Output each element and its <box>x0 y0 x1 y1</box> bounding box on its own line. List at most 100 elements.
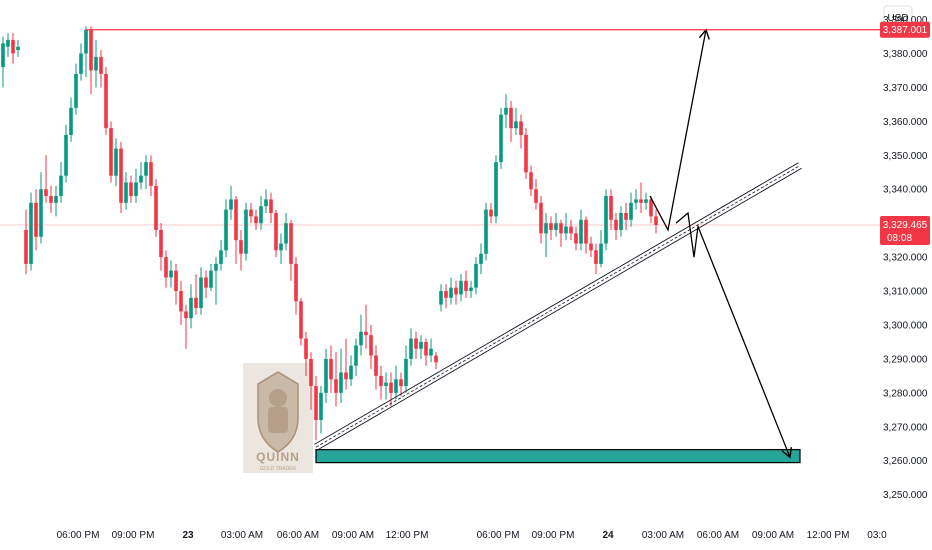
candle <box>299 297 303 346</box>
candle <box>11 33 15 64</box>
candle <box>16 39 20 57</box>
candle-body <box>29 202 33 264</box>
candle <box>489 202 493 224</box>
candle <box>634 189 638 210</box>
x-tick-label: 03:00 AM <box>642 530 684 541</box>
candle <box>509 101 513 142</box>
candle-body <box>144 162 148 176</box>
candle <box>49 185 53 213</box>
candle <box>199 267 203 315</box>
candle <box>249 202 253 224</box>
candle <box>579 209 583 251</box>
candle-body <box>219 250 223 264</box>
candle <box>174 263 178 305</box>
candle-body <box>619 212 623 230</box>
candle-body <box>414 338 418 349</box>
y-tick-label: 3,350.000 <box>883 151 928 162</box>
candle <box>69 97 73 142</box>
candle-body <box>84 29 88 54</box>
trendline-lower-edge <box>317 167 802 451</box>
candle <box>184 304 188 349</box>
candle <box>254 209 258 230</box>
candle-body <box>104 73 108 129</box>
candle-body <box>374 355 378 376</box>
candle <box>229 185 233 220</box>
candle-body <box>214 263 218 271</box>
x-tick-label: 03:00 AM <box>221 530 263 541</box>
candle-body <box>44 189 48 197</box>
candle-body <box>564 226 568 234</box>
candle-body <box>629 202 633 220</box>
candle <box>204 270 208 298</box>
y-tick-label: 3,360.000 <box>883 117 928 128</box>
candle <box>119 141 123 213</box>
y-tick-label: 3,380.000 <box>883 49 928 60</box>
candle-body <box>439 291 443 305</box>
y-tick-label: 3,280.000 <box>883 388 928 399</box>
candle <box>264 189 268 213</box>
candle <box>164 250 168 288</box>
candle <box>479 243 483 275</box>
candle-body <box>424 341 428 356</box>
y-tick-label: 3,310.000 <box>883 287 928 298</box>
y-tick-label: 3,390.000 <box>883 15 928 26</box>
candle <box>99 50 103 88</box>
candle-body <box>379 375 383 387</box>
y-tick-label: 3,270.000 <box>883 422 928 433</box>
candle <box>639 182 643 213</box>
candle <box>149 155 153 197</box>
candle <box>44 155 48 203</box>
candle-body <box>299 301 303 339</box>
x-tick-label: 06:00 AM <box>697 530 739 541</box>
candle <box>499 107 503 169</box>
candle-body <box>79 53 83 74</box>
candle <box>139 162 143 190</box>
candle-body <box>474 263 478 288</box>
candle-body <box>279 243 283 251</box>
candle-body <box>124 182 128 203</box>
candle-body <box>49 196 53 203</box>
candle-body <box>284 223 288 244</box>
candle <box>644 192 648 210</box>
candle <box>319 386 323 434</box>
candle <box>154 179 158 237</box>
candle-body <box>249 209 253 217</box>
candle <box>434 352 438 370</box>
candle <box>354 338 358 376</box>
candle-body <box>494 162 498 217</box>
candle-body <box>164 257 168 278</box>
candle-body <box>444 291 448 298</box>
candle <box>409 328 413 366</box>
candle-body <box>94 56 98 71</box>
candle <box>124 172 128 210</box>
candle-body <box>539 202 543 234</box>
svg-text:GOLD TRADER: GOLD TRADER <box>260 466 296 472</box>
candle <box>609 189 613 230</box>
candle-body <box>559 223 563 234</box>
projection-bearish <box>675 211 793 459</box>
candle <box>29 192 33 271</box>
candle-body <box>204 277 208 288</box>
price-axis[interactable]: USD 3,390.000 3,380.000 3,370.000 3,360.000… <box>880 0 932 520</box>
candle-body <box>89 29 93 71</box>
x-tick-label: 06:00 PM <box>477 530 520 541</box>
candle-body <box>264 199 268 207</box>
candle-body <box>524 134 528 173</box>
x-tick-label: 03:0 <box>867 530 887 541</box>
x-tick-label: 09:00 AM <box>332 530 374 541</box>
candle <box>459 274 463 302</box>
candle-body <box>11 39 15 54</box>
time-axis[interactable]: 06:00 PM 09:00 PM 23 03:00 AM 06:00 AM 09:00 … <box>57 530 888 541</box>
x-tick-label: 09:00 AM <box>752 530 794 541</box>
support-zone <box>315 449 801 464</box>
trendline-layer <box>314 162 802 451</box>
candle <box>234 196 238 264</box>
y-tick-label: 3,320.000 <box>883 253 928 264</box>
candle <box>159 223 163 271</box>
candle-body <box>544 223 548 234</box>
candle-body <box>289 223 293 264</box>
candle-body <box>209 270 213 288</box>
candle <box>59 162 63 203</box>
candle-body <box>349 365 353 380</box>
